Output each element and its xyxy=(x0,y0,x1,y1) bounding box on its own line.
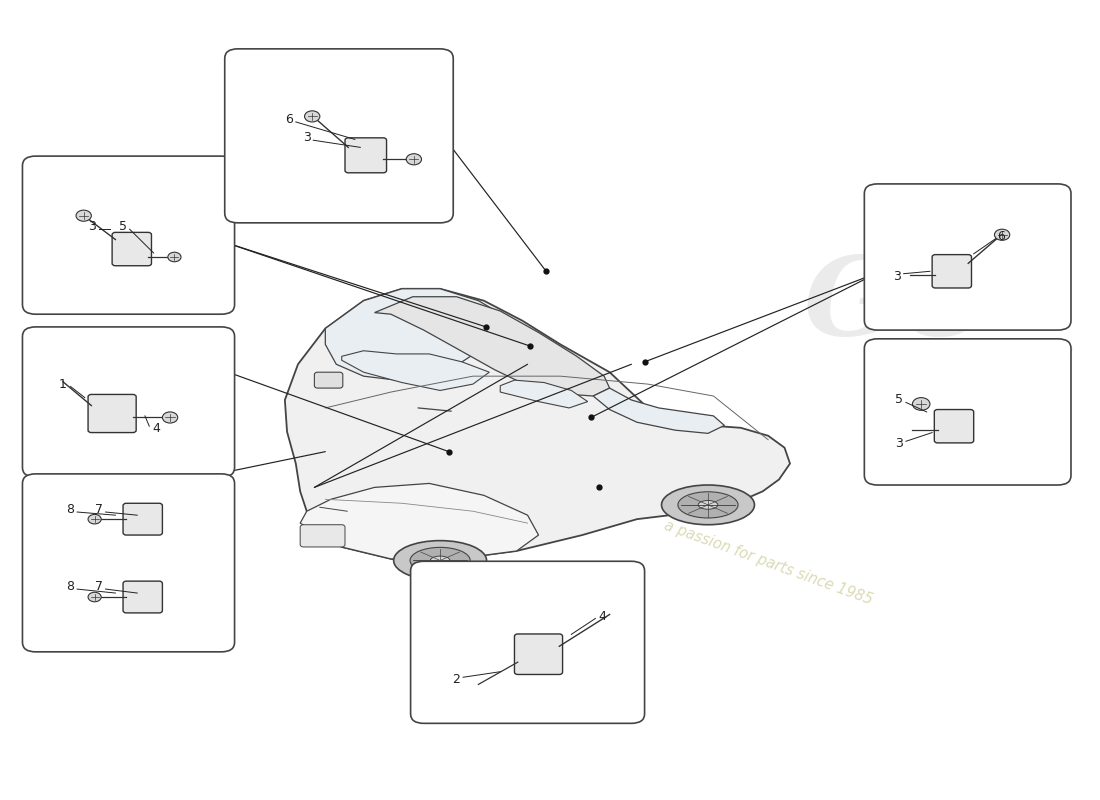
FancyBboxPatch shape xyxy=(22,327,234,477)
Polygon shape xyxy=(342,350,490,390)
FancyBboxPatch shape xyxy=(932,254,971,288)
Text: 3: 3 xyxy=(893,270,901,282)
FancyBboxPatch shape xyxy=(865,184,1071,330)
Polygon shape xyxy=(593,388,725,434)
FancyBboxPatch shape xyxy=(515,634,562,674)
Polygon shape xyxy=(285,289,790,563)
Text: 6: 6 xyxy=(997,230,1005,243)
FancyBboxPatch shape xyxy=(22,156,234,314)
Text: a passion for parts since 1985: a passion for parts since 1985 xyxy=(662,518,874,608)
Text: 5: 5 xyxy=(895,394,903,406)
Ellipse shape xyxy=(394,541,486,580)
Circle shape xyxy=(88,514,101,524)
FancyBboxPatch shape xyxy=(123,581,163,613)
Text: 7: 7 xyxy=(95,580,103,593)
Circle shape xyxy=(88,592,101,602)
Text: 4: 4 xyxy=(598,610,606,622)
FancyBboxPatch shape xyxy=(315,372,343,388)
Circle shape xyxy=(406,154,421,165)
Circle shape xyxy=(994,229,1010,240)
Ellipse shape xyxy=(661,485,755,525)
Circle shape xyxy=(305,111,320,122)
Text: 3: 3 xyxy=(302,131,310,144)
FancyBboxPatch shape xyxy=(224,49,453,223)
FancyBboxPatch shape xyxy=(22,474,234,652)
Circle shape xyxy=(163,412,178,423)
Polygon shape xyxy=(500,380,587,408)
Circle shape xyxy=(913,398,930,410)
Ellipse shape xyxy=(678,492,738,518)
Circle shape xyxy=(168,252,182,262)
Ellipse shape xyxy=(698,501,718,510)
FancyBboxPatch shape xyxy=(300,525,345,547)
Text: 3: 3 xyxy=(895,437,903,450)
Polygon shape xyxy=(326,289,506,380)
Text: 4: 4 xyxy=(152,422,160,435)
Text: 7: 7 xyxy=(95,503,103,516)
Text: res: res xyxy=(920,325,1076,411)
FancyBboxPatch shape xyxy=(345,138,386,173)
Polygon shape xyxy=(300,483,539,559)
FancyBboxPatch shape xyxy=(123,503,163,535)
FancyBboxPatch shape xyxy=(112,232,152,266)
Text: 8: 8 xyxy=(67,503,75,516)
FancyBboxPatch shape xyxy=(865,339,1071,485)
Text: 6: 6 xyxy=(285,113,294,126)
Text: 2: 2 xyxy=(452,673,461,686)
Polygon shape xyxy=(374,297,609,396)
Text: 3: 3 xyxy=(88,220,97,234)
Text: 5: 5 xyxy=(119,220,126,234)
Text: 1: 1 xyxy=(59,378,67,390)
FancyBboxPatch shape xyxy=(410,562,645,723)
FancyBboxPatch shape xyxy=(934,410,974,443)
Ellipse shape xyxy=(430,556,450,565)
Text: GU: GU xyxy=(803,251,996,358)
Circle shape xyxy=(76,210,91,222)
Text: 8: 8 xyxy=(67,580,75,593)
FancyBboxPatch shape xyxy=(88,394,136,433)
Ellipse shape xyxy=(410,547,470,574)
